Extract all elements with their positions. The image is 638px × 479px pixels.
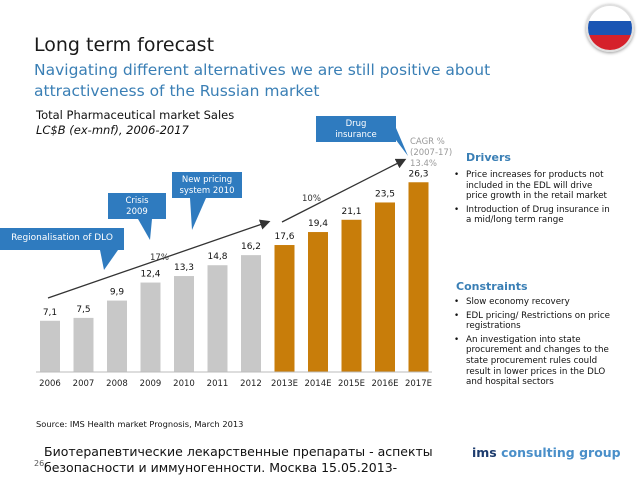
data-label-2010: 13,3 (174, 263, 194, 273)
data-label-2007: 7,5 (76, 305, 90, 315)
driver-item: Introduction of Drug insurance in a mid/… (452, 205, 610, 226)
callout-pointer-crisis (138, 219, 152, 240)
russia-flag-icon (586, 4, 634, 52)
x-tick-2007: 2007 (73, 379, 95, 389)
constraint-item: Slow economy recovery (452, 297, 610, 308)
constraint-item: An investigation into state procurement … (452, 335, 610, 388)
x-tick-2015E: 2015E (338, 379, 365, 389)
callout-pointer-pricing (190, 198, 206, 230)
cagr-line-2: (2007-17) (410, 148, 453, 158)
callout-drug-insurance: Drug insurance (316, 116, 396, 142)
x-tick-2014E: 2014E (304, 379, 331, 389)
data-label-2011: 14,8 (207, 252, 227, 262)
x-tick-2009: 2009 (140, 379, 162, 389)
cagr-label: CAGR % (2007-17) 13.4% (410, 137, 452, 170)
trend-arrow-forecast (281, 158, 407, 223)
bar-2010 (174, 276, 194, 372)
bar-2016E (375, 202, 395, 372)
callout-crisis-line-1: Crisis (125, 196, 149, 206)
source-note: Source: IMS Health market Prognosis, Mar… (36, 419, 244, 429)
flag-stripe-blue (588, 20, 632, 36)
data-label-2006: 7,1 (43, 308, 57, 318)
data-label-2015E: 21,1 (341, 207, 361, 217)
bar-2017E (408, 182, 429, 372)
growth-label-actual: 17% (150, 253, 169, 263)
data-label-2009: 12,4 (140, 270, 160, 280)
callout-crisis-line-2: 2009 (126, 207, 148, 217)
page-title: Long term forecast (34, 34, 215, 56)
callout-pricing-line-1: New pricing (181, 175, 233, 185)
x-tick-2008: 2008 (106, 379, 128, 389)
drivers-title: Drivers (466, 151, 511, 164)
flag-stripe-white (588, 6, 632, 21)
bar-2015E (341, 219, 362, 372)
logo-prefix: ims (472, 445, 497, 460)
data-label-2013E: 17,6 (274, 232, 294, 242)
constraint-item: EDL pricing/ Restrictions on price regis… (452, 311, 610, 332)
bar-2007 (73, 317, 94, 372)
growth-label-forecast: 10% (302, 194, 321, 204)
cagr-line-1: CAGR % (410, 137, 445, 147)
callout-new-pricing: New pricing system 2010 (172, 172, 242, 198)
callout-drug-line-1: Drug (345, 119, 367, 129)
page-subtitle: Navigating different alternatives we are… (34, 61, 491, 100)
callout-pointer-regional (100, 250, 118, 270)
ims-consulting-logo: ims consulting group (472, 445, 621, 460)
trend-arrow-actual (47, 219, 271, 299)
flag-stripe-red (588, 35, 632, 50)
constraints-title: Constraints (456, 280, 528, 293)
x-tick-2016E: 2016E (371, 379, 398, 389)
bar-2011 (207, 265, 228, 372)
page-number: 26 (34, 459, 45, 468)
footer-russian-text: Биотерапевтические лекарственные препара… (44, 444, 433, 475)
bar-2014E (308, 232, 328, 372)
chart-title: Total Pharmaceutical market Sales (36, 108, 235, 122)
callout-crisis: Crisis 2009 (108, 193, 166, 219)
drivers-list: Price increases for products not include… (452, 170, 610, 229)
x-tick-2012: 2012 (240, 379, 262, 389)
data-label-2017E: 26,3 (408, 169, 428, 179)
chart-title-block: Total Pharmaceutical market Sales LC$B (… (36, 108, 234, 138)
cagr-line-3: 13.4% (410, 159, 438, 169)
callout-regionalisation: Regionalisation of DLO (0, 228, 124, 250)
logo-suffix: consulting group (496, 445, 621, 460)
callout-pointer-drug (396, 128, 408, 156)
callout-pricing-line-2: system 2010 (179, 186, 235, 196)
driver-item: Price increases for products not include… (452, 170, 610, 202)
chart-unit: LC$B (ex-mnf), 2006-2017 (36, 123, 189, 137)
x-tick-2011: 2011 (207, 379, 229, 389)
callout-drug-line-2: insurance (335, 130, 377, 140)
bar-2009 (140, 282, 161, 372)
bar-2008 (107, 300, 127, 372)
x-tick-2013E: 2013E (271, 379, 298, 389)
bar-2006 (40, 320, 60, 372)
data-label-2008: 9,9 (110, 288, 125, 298)
data-label-2016E: 23,5 (375, 189, 395, 199)
data-label-2012: 16,2 (241, 242, 261, 252)
x-tick-2006: 2006 (39, 379, 61, 389)
x-tick-2010: 2010 (173, 379, 195, 389)
bar-2013E (274, 245, 295, 372)
bar-2012 (241, 255, 261, 372)
constraints-list: Slow economy recovery EDL pricing/ Restr… (452, 297, 610, 391)
x-tick-2017E: 2017E (405, 379, 432, 389)
data-label-2014E: 19,4 (308, 219, 328, 229)
